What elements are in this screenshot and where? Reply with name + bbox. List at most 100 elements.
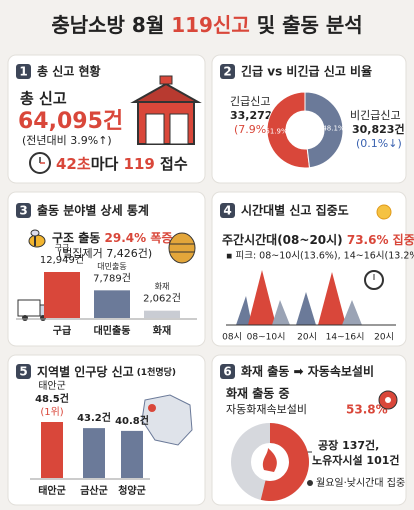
clock-icon: [29, 152, 51, 174]
x-tick-label: 대민출동: [94, 324, 131, 337]
value-label: 43.2건: [77, 411, 111, 424]
badge: [16, 203, 31, 218]
headers: 1 총 신고 현황 2 긴급 vs 비긴급 신고 비율 3 출동 분야별 상세 …: [16, 64, 374, 379]
badge-number: 5: [19, 365, 27, 379]
total-label: 총 신고: [20, 90, 67, 108]
fire-detail: 공장 137건,: [318, 438, 379, 452]
page-title: 충남소방 8월 119신고 및 출동 분석: [51, 13, 362, 37]
x-tick-label: 화재: [153, 324, 171, 337]
x-tick-label: 청양군: [118, 484, 146, 497]
badge-number: 2: [223, 65, 231, 79]
x-tick-label: 14~16시: [326, 332, 365, 343]
badge-number: 3: [19, 204, 27, 218]
bar: [94, 290, 130, 318]
x-tick-label: 금산군: [80, 484, 108, 497]
interval-part: 42초: [56, 155, 91, 173]
panel: [211, 54, 407, 184]
interval-text: 42초마다 119 접수: [56, 155, 188, 173]
badge: [220, 64, 235, 79]
panel-title: 긴급 vs 비긴급 신고 비율: [241, 64, 372, 79]
bar: [83, 428, 105, 478]
peak-note: ▪ 피크: 08~10시(13.6%), 14~16시(13.2%): [226, 251, 414, 262]
headline-part: 주간시간대(08~20시): [222, 232, 347, 247]
bar-category: 태안군: [38, 380, 66, 392]
bell-icon: [378, 390, 398, 410]
title-part: 119신고: [171, 13, 250, 37]
value-label: 12,949건: [40, 254, 84, 266]
title-note: (1천명당): [137, 366, 176, 378]
bar-category: 화재: [155, 282, 170, 291]
legend-name: 긴급신고: [230, 95, 270, 108]
sun-icon: [376, 204, 392, 220]
badge: [220, 364, 235, 379]
badge-number: 6: [223, 365, 231, 379]
rescue-note: (벌집제거 7,426건): [58, 247, 152, 260]
title-part: 충남소방 8월: [51, 13, 171, 37]
title-text: 지역별 인구당 신고: [37, 364, 134, 379]
bar: [144, 310, 180, 318]
badge-number: 1: [19, 65, 27, 79]
panel-title: 총 신고 현황: [37, 64, 101, 79]
panel-title: 지역별 인구당 신고 (1천명당): [37, 364, 176, 379]
badge: [16, 364, 31, 379]
panel-title: 화재 출동 ➡ 자동속보설비: [241, 364, 374, 379]
value-label: 2,062건: [143, 293, 181, 305]
headline-part: 29.4% 폭증: [105, 231, 173, 245]
bullet: [307, 480, 313, 486]
bar-category: 대민출동: [97, 261, 126, 271]
donut-slice: [260, 423, 309, 501]
interval-part: 접수: [155, 155, 188, 173]
value-label: 7,789건: [93, 272, 131, 284]
x-tick-label: 08시: [222, 332, 242, 343]
legend-count: 30,823건: [352, 122, 405, 136]
slice-label: 48.1%: [322, 124, 345, 132]
value-label: 40.8건: [115, 414, 149, 427]
fire-subhead: 자동화재속보설비: [226, 403, 307, 416]
rescue-headline: 구조 출동 29.4% 폭증: [52, 230, 172, 245]
fire-detail: 노유자시설 101건: [312, 453, 400, 467]
fire-share: 53.8%: [346, 403, 388, 417]
time-peaks: [236, 270, 362, 325]
x-tick-label: 20시: [374, 332, 394, 343]
fire-headline: 화재 출동 중: [226, 386, 290, 401]
badge: [220, 203, 235, 218]
station-icon: [130, 75, 202, 145]
total-value: 64,095건: [18, 109, 123, 134]
map-icon: [141, 394, 193, 446]
legend-change: (0.1%↓): [356, 137, 402, 150]
flame-icon: [262, 448, 277, 472]
hive-icon: [168, 232, 196, 264]
donut-slice: [304, 91, 344, 169]
bar: [44, 272, 80, 318]
panel: [211, 354, 407, 506]
value-label: 48.5건: [35, 392, 69, 405]
headline-part: 구조 출동: [52, 230, 105, 245]
headline-part: 73.6% 집중: [347, 232, 414, 247]
panel: [7, 54, 206, 184]
total-change: (전년대비 3.9%↑): [22, 134, 112, 147]
title-part: 및 출동 분석: [250, 13, 363, 37]
panel-title: 출동 분야별 상세 통계: [37, 203, 149, 218]
interval-part: 119: [124, 155, 155, 173]
bee-icon: [28, 229, 46, 248]
interval-part: 마다: [91, 155, 124, 173]
legend-name: 비긴급신고: [350, 109, 401, 122]
donut-slice: [266, 91, 311, 169]
rank-note: (1위): [40, 405, 63, 418]
x-tick-label: 태안군: [38, 484, 66, 497]
badge: [16, 64, 31, 79]
badge-number: 4: [223, 204, 231, 218]
x-tick-label: 구급: [53, 325, 71, 337]
slice-label: 51.9%: [265, 128, 288, 136]
x-tick-label: 08~10시: [247, 332, 286, 343]
bar: [41, 422, 63, 478]
timer-icon: [364, 270, 384, 290]
bar-category: 구급: [55, 244, 70, 253]
panel-title: 시간대별 신고 집중도: [241, 203, 349, 218]
fire-detail: 월요일·낮시간대 집중: [316, 477, 405, 489]
x-tick-label: 20시: [297, 332, 317, 343]
time-headline: 주간시간대(08~20시) 73.6% 집중: [222, 232, 414, 247]
bar: [121, 430, 143, 478]
